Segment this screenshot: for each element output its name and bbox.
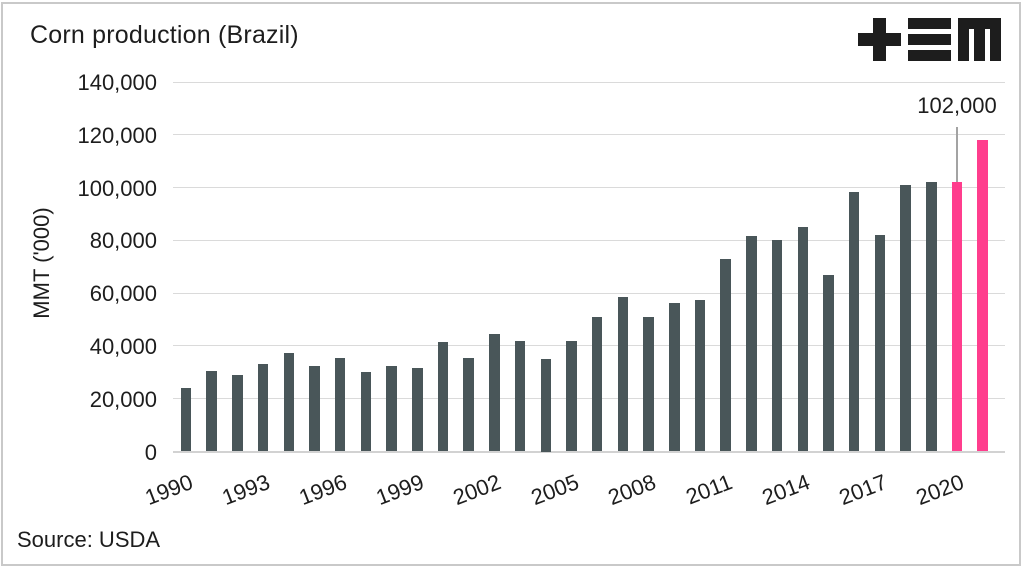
x-tick-label: 2002 bbox=[449, 469, 505, 511]
bar-2017 bbox=[874, 235, 886, 452]
y-axis-title: MMT ('000) bbox=[29, 207, 54, 319]
gridline bbox=[173, 81, 1005, 83]
x-tick-label: 1996 bbox=[295, 469, 351, 511]
gridline bbox=[173, 398, 1005, 400]
gridline bbox=[173, 187, 1005, 189]
x-tick-label: 2020 bbox=[912, 469, 968, 511]
plus-icon bbox=[858, 18, 901, 61]
y-tick-label: 80,000 bbox=[89, 228, 157, 254]
x-tick-label: 1990 bbox=[141, 469, 197, 511]
bar-2010 bbox=[694, 300, 706, 452]
x-tick-label: 2008 bbox=[604, 469, 659, 511]
bar-2007 bbox=[617, 296, 629, 452]
bar-2011 bbox=[720, 258, 731, 452]
gridline bbox=[173, 292, 1005, 294]
bar-1992 bbox=[232, 374, 243, 452]
bar-2020 bbox=[951, 182, 963, 452]
bar-1990 bbox=[180, 388, 192, 452]
bar-2004 bbox=[540, 359, 552, 452]
bar-2018 bbox=[900, 184, 911, 452]
bar-2001 bbox=[463, 358, 474, 452]
x-tick-label: 2014 bbox=[758, 469, 814, 511]
chart-title: Corn production (Brazil) bbox=[30, 21, 299, 49]
bar-2008 bbox=[643, 316, 654, 452]
bar-2005 bbox=[566, 341, 577, 452]
bar-2019 bbox=[926, 182, 937, 452]
bar-2012 bbox=[746, 236, 757, 452]
gridline bbox=[173, 134, 1005, 136]
x-tick-label: 1999 bbox=[372, 469, 428, 511]
x-tick-label: 2005 bbox=[527, 469, 582, 511]
y-tick-label: 120,000 bbox=[77, 122, 157, 148]
bar-2006 bbox=[591, 316, 603, 452]
y-tick-label: 60,000 bbox=[89, 281, 157, 307]
source-note: Source: USDA bbox=[17, 527, 161, 552]
bar-2014 bbox=[797, 227, 809, 452]
tem-logo bbox=[858, 18, 1001, 61]
x-tick-label: 2017 bbox=[835, 469, 891, 511]
bar-2000 bbox=[437, 341, 449, 452]
annotation-label: 102,000 bbox=[917, 93, 997, 118]
gridline bbox=[173, 239, 1005, 241]
bar-1991 bbox=[206, 371, 217, 452]
triple-bar-icon bbox=[908, 18, 951, 61]
bar-1993 bbox=[257, 364, 269, 452]
bar-1999 bbox=[412, 368, 423, 452]
bar-2013 bbox=[771, 240, 783, 452]
m-icon bbox=[958, 18, 1001, 61]
bar-1996 bbox=[334, 357, 346, 452]
y-tick-label: 0 bbox=[144, 439, 157, 465]
y-tick-label: 140,000 bbox=[77, 70, 157, 95]
gridline bbox=[173, 451, 1005, 453]
y-tick-label: 40,000 bbox=[89, 333, 157, 359]
bar-2016 bbox=[848, 191, 860, 452]
bar-1995 bbox=[309, 365, 320, 452]
y-tick-label: 20,000 bbox=[89, 386, 157, 412]
y-tick-label: 100,000 bbox=[77, 175, 157, 201]
bar-1997 bbox=[360, 372, 372, 452]
bar-2021 bbox=[977, 140, 988, 452]
bar-2015 bbox=[823, 274, 834, 452]
x-tick-label: 1993 bbox=[218, 469, 274, 511]
x-tick-label: 2011 bbox=[682, 469, 736, 510]
bar-1998 bbox=[386, 366, 397, 452]
annotation-line bbox=[956, 127, 958, 183]
gridline bbox=[173, 345, 1005, 347]
bar-2002 bbox=[489, 334, 500, 452]
bar-1994 bbox=[283, 352, 295, 452]
bar-2003 bbox=[514, 340, 526, 452]
bar-2009 bbox=[669, 303, 680, 452]
